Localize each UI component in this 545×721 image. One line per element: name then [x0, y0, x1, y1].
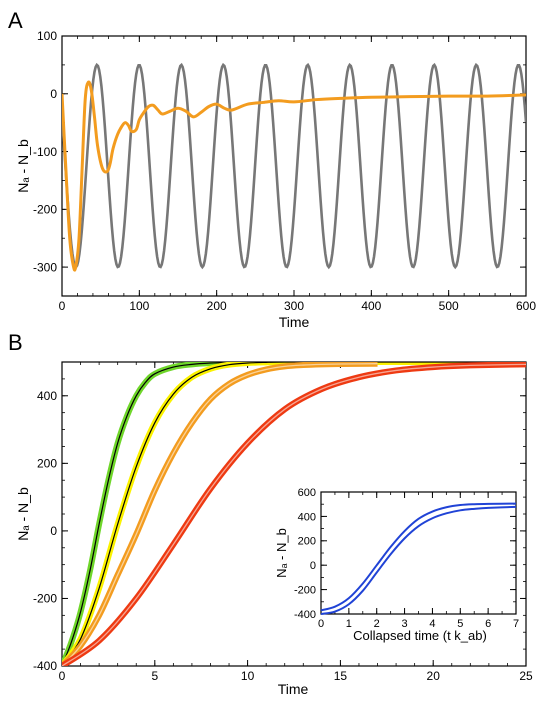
panel-label-a: A: [8, 8, 23, 33]
x-tick-label: 100: [129, 299, 149, 313]
x-tick-label: 0: [59, 669, 66, 683]
y-tick-label: 100: [37, 29, 57, 43]
inset-xlabel: Collapsed time (t k_ab): [353, 628, 487, 643]
chart-b-inset: -400 -200 0 200 400 600 0 1 2 3 4 5 6 7 Collapsed ti…: [274, 487, 519, 643]
y-tick-label: 0: [50, 524, 57, 538]
x-tick-label: 1: [346, 618, 352, 630]
series-center-line: [62, 362, 526, 666]
x-tick-label: 4: [429, 618, 435, 630]
x-tick-label: 400: [361, 299, 381, 313]
x-tick-label: 15: [334, 669, 348, 683]
chart-b-plot-area: [62, 362, 526, 666]
y-tick-label: 200: [298, 536, 316, 548]
y-tick-label: -100: [33, 145, 57, 159]
series-center-highlight: [62, 363, 378, 666]
x-tick-label: 300: [284, 299, 304, 313]
inset-plot-area: [320, 502, 517, 615]
inset-y-axis: -400 -200 0 200 400 600: [294, 487, 516, 621]
series-orange: [62, 80, 526, 272]
x-tick-label: 3: [402, 618, 408, 630]
inset-series: [320, 505, 517, 615]
y-tick-label: 400: [298, 511, 316, 523]
inset-series: [320, 502, 517, 612]
y-tick-label: -200: [33, 203, 57, 217]
x-tick-label: 5: [151, 669, 158, 683]
x-tick-label: 2: [374, 618, 380, 630]
series-center-line: [62, 362, 526, 666]
x-tick-label: 600: [516, 299, 536, 313]
y-tick-label: -300: [33, 260, 57, 274]
x-tick-label: 7: [513, 618, 519, 630]
inset-x-axis: 0 1 2 3 4 5 6 7: [318, 492, 519, 630]
inset-ylabel: Nₐ - N_b: [274, 528, 289, 578]
y-tick-label: 600: [298, 487, 316, 499]
y-tick-label: 0: [310, 560, 316, 572]
y-tick-label: -200: [33, 592, 57, 606]
x-tick-label: 500: [439, 299, 459, 313]
chart-a-plot-area: [62, 62, 526, 272]
chart-b-ylabel: Nₐ - N_b: [15, 487, 31, 541]
chart-a-x-axis: 0 100 200 300 400 500 600: [59, 36, 536, 313]
x-tick-label: 0: [59, 299, 66, 313]
x-tick-label: 20: [427, 669, 441, 683]
series-center-highlight: [62, 363, 526, 666]
x-tick-label: 10: [241, 669, 255, 683]
y-tick-label: 400: [37, 389, 57, 403]
y-tick-label: 0: [50, 87, 57, 101]
y-tick-label: -200: [294, 584, 316, 596]
chart-a: -300 -200 -100 0 100 0 100 200 300 400 500 600 Tim…: [15, 29, 536, 330]
y-tick-label: -400: [294, 609, 316, 621]
chart-a-frame: [61, 35, 527, 297]
x-tick-label: 5: [457, 618, 463, 630]
chart-a-xlabel: Time: [279, 314, 310, 330]
panel-label-b: B: [8, 330, 23, 355]
y-tick-label: -400: [33, 659, 57, 673]
series-gray-oscillation: [62, 62, 526, 270]
x-tick-label: 0: [318, 618, 324, 630]
x-tick-label: 25: [519, 669, 533, 683]
x-tick-label: 200: [207, 299, 227, 313]
chart-a-ylabel: Nₐ - N_b: [15, 139, 31, 193]
y-tick-label: 200: [37, 457, 57, 471]
x-tick-label: 6: [485, 618, 491, 630]
chart-b-xlabel: Time: [278, 681, 309, 697]
